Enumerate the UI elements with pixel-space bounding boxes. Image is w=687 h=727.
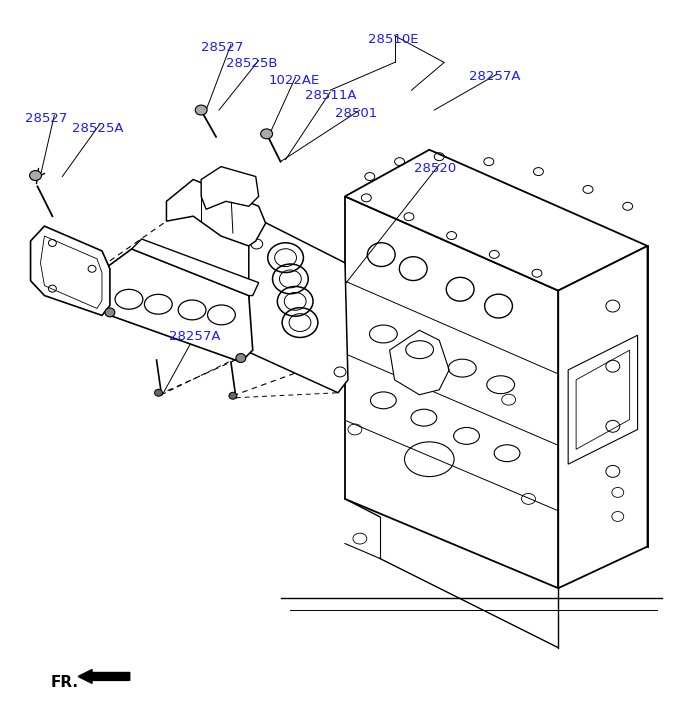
Ellipse shape [236,353,246,363]
Polygon shape [132,239,259,296]
Text: 28510E: 28510E [368,33,418,46]
Text: 28511A: 28511A [305,89,357,103]
Polygon shape [41,236,102,308]
Text: 28257A: 28257A [469,71,521,84]
Polygon shape [568,335,638,464]
Ellipse shape [30,171,41,180]
Ellipse shape [195,105,207,115]
Ellipse shape [207,305,236,325]
Text: 28525B: 28525B [226,57,278,71]
Ellipse shape [178,300,206,320]
Ellipse shape [229,393,237,399]
Polygon shape [576,350,630,449]
Polygon shape [201,166,259,209]
Text: 28257A: 28257A [170,330,221,343]
Ellipse shape [115,289,143,309]
Text: 28525A: 28525A [72,122,124,135]
Polygon shape [345,150,648,291]
Ellipse shape [144,294,172,314]
Polygon shape [390,330,449,395]
Polygon shape [559,246,648,588]
Text: 1022AE: 1022AE [269,74,320,87]
Text: FR.: FR. [50,675,78,690]
Text: 28501: 28501 [335,107,377,120]
Ellipse shape [105,308,115,317]
Text: 28527: 28527 [201,41,243,54]
Polygon shape [249,219,348,393]
Ellipse shape [155,389,163,396]
Polygon shape [102,249,253,362]
Polygon shape [345,196,559,588]
Text: 28520: 28520 [414,161,457,174]
Polygon shape [166,180,266,246]
Ellipse shape [260,129,273,139]
FancyArrow shape [78,670,130,683]
Text: 28527: 28527 [25,112,67,125]
Polygon shape [30,226,110,316]
